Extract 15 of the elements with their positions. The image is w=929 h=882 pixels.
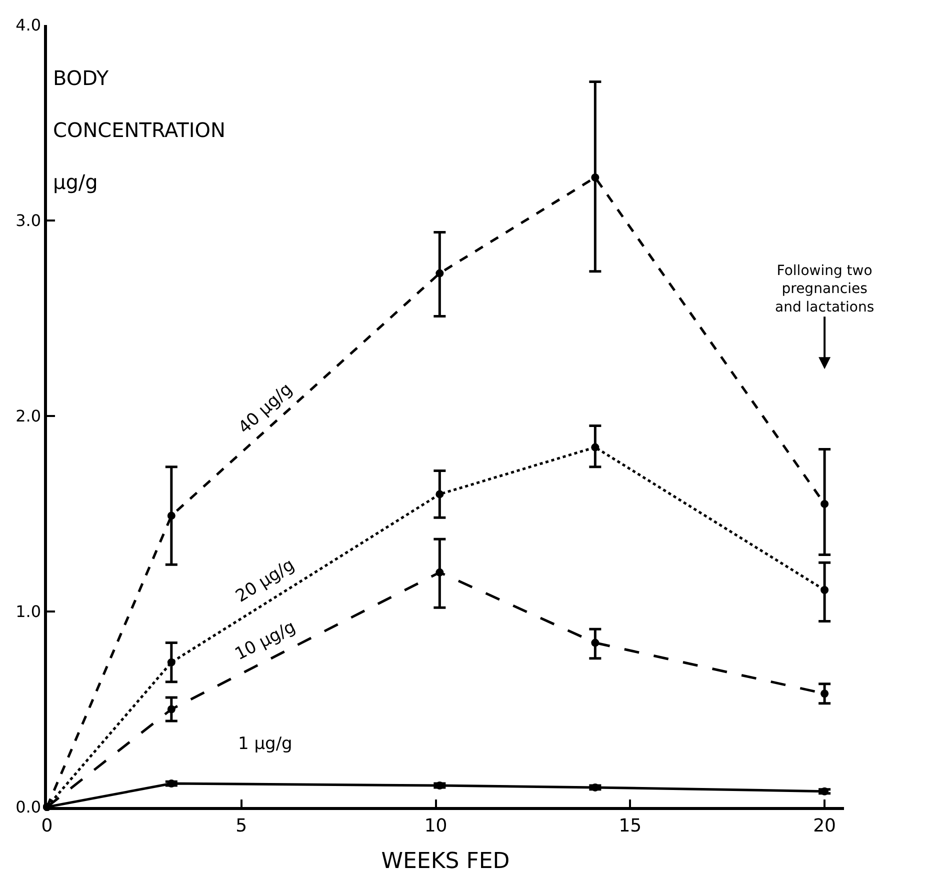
y-tick-label: 0.0: [16, 798, 42, 817]
x-tick-label: 5: [236, 815, 248, 836]
y-tick-label: 4.0: [16, 16, 42, 35]
text: 10 µg/g: [232, 617, 299, 665]
x-tick-label: 10: [424, 815, 448, 836]
y-tick-label: 3.0: [16, 211, 42, 230]
series-label: 1 µg/g: [238, 734, 292, 754]
x-tick-label: 0: [41, 815, 53, 836]
text: BODY CONCENTRATION µg/g: [53, 66, 226, 194]
x-tick-label: 15: [618, 815, 642, 836]
y-tick-label: 1.0: [16, 602, 42, 622]
x-axis-title: WEEKS FED: [381, 849, 510, 874]
annotation: Following two pregnancies and lactations: [775, 263, 874, 316]
y-tick-label: 2.0: [16, 406, 42, 426]
x-tick-label: 20: [813, 815, 836, 836]
